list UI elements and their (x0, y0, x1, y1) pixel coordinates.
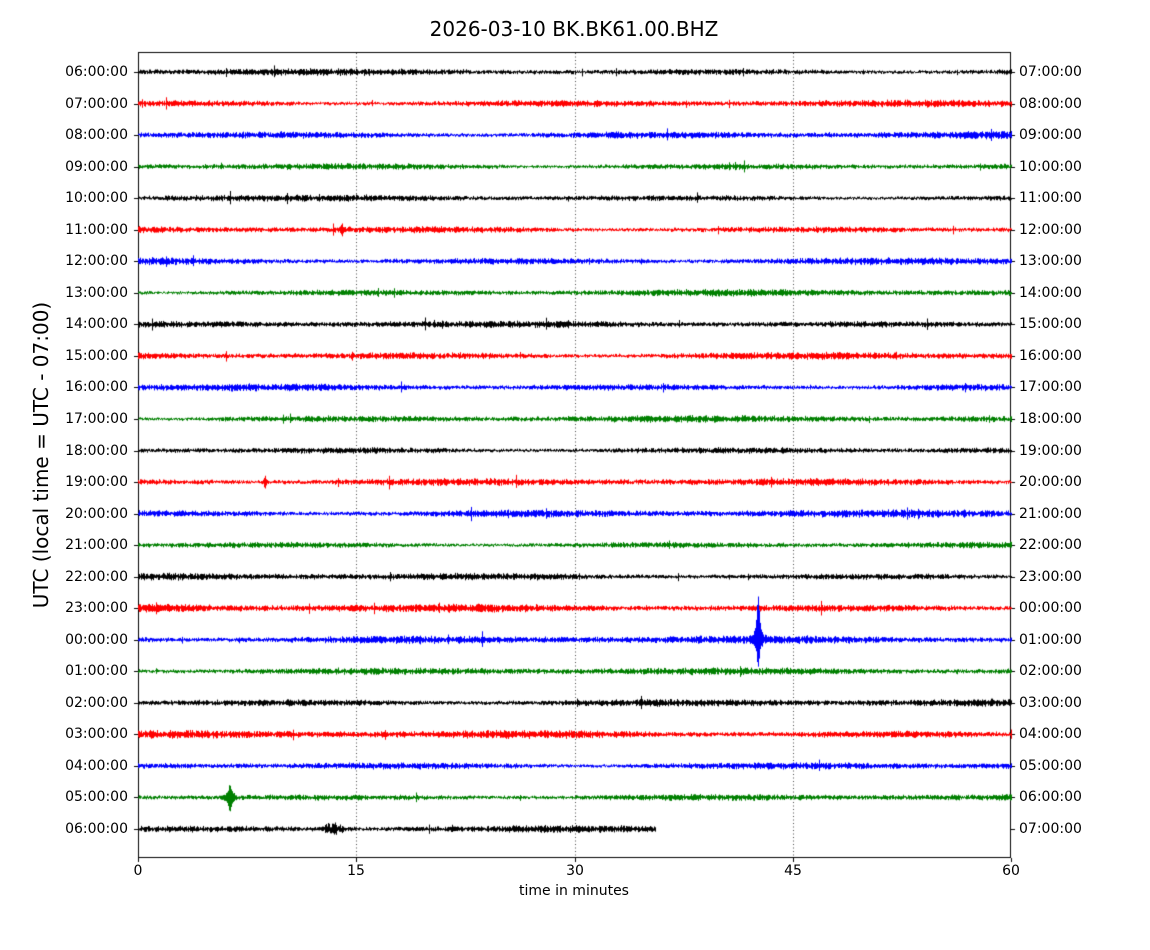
x-tick-label: 60 (1002, 863, 1020, 879)
left-time-label: 16:00:00 (65, 379, 128, 395)
left-time-label: 11:00:00 (65, 222, 128, 238)
left-time-label: 02:00:00 (65, 695, 128, 711)
left-time-label: 08:00:00 (65, 127, 128, 143)
left-time-label: 18:00:00 (65, 443, 128, 459)
right-time-label: 01:00:00 (1019, 632, 1082, 648)
right-time-label: 18:00:00 (1019, 411, 1082, 427)
left-time-label: 03:00:00 (65, 726, 128, 742)
right-time-label: 16:00:00 (1019, 348, 1082, 364)
right-time-label: 05:00:00 (1019, 758, 1082, 774)
right-time-label: 19:00:00 (1019, 443, 1082, 459)
right-time-label: 07:00:00 (1019, 821, 1082, 837)
left-time-label: 09:00:00 (65, 159, 128, 175)
left-time-label: 19:00:00 (65, 474, 128, 490)
left-time-label: 07:00:00 (65, 96, 128, 112)
right-time-label: 08:00:00 (1019, 96, 1082, 112)
right-time-label: 02:00:00 (1019, 663, 1082, 679)
left-time-label: 06:00:00 (65, 821, 128, 837)
left-time-label: 04:00:00 (65, 758, 128, 774)
right-time-label: 15:00:00 (1019, 316, 1082, 332)
left-time-label: 22:00:00 (65, 569, 128, 585)
x-tick-label: 0 (133, 863, 143, 879)
right-time-label: 07:00:00 (1019, 64, 1082, 80)
right-time-label: 11:00:00 (1019, 190, 1082, 206)
right-time-label: 09:00:00 (1019, 127, 1082, 143)
left-time-label: 06:00:00 (65, 64, 128, 80)
left-time-label: 10:00:00 (65, 190, 128, 206)
left-time-label: 21:00:00 (65, 537, 128, 553)
left-time-label: 23:00:00 (65, 600, 128, 616)
left-time-label: 14:00:00 (65, 316, 128, 332)
x-tick-label: 15 (347, 863, 365, 879)
left-time-label: 05:00:00 (65, 789, 128, 805)
right-time-label: 14:00:00 (1019, 285, 1082, 301)
right-time-label: 00:00:00 (1019, 600, 1082, 616)
right-time-label: 03:00:00 (1019, 695, 1082, 711)
left-time-label: 13:00:00 (65, 285, 128, 301)
right-time-label: 13:00:00 (1019, 253, 1082, 269)
right-time-label: 12:00:00 (1019, 222, 1082, 238)
left-time-label: 00:00:00 (65, 632, 128, 648)
left-time-label: 15:00:00 (65, 348, 128, 364)
right-time-label: 17:00:00 (1019, 379, 1082, 395)
x-tick-label: 45 (784, 863, 802, 879)
right-time-label: 04:00:00 (1019, 726, 1082, 742)
right-time-label: 20:00:00 (1019, 474, 1082, 490)
left-time-label: 20:00:00 (65, 506, 128, 522)
left-time-label: 17:00:00 (65, 411, 128, 427)
right-time-label: 10:00:00 (1019, 159, 1082, 175)
right-time-label: 06:00:00 (1019, 789, 1082, 805)
right-time-label: 21:00:00 (1019, 506, 1082, 522)
left-time-label: 01:00:00 (65, 663, 128, 679)
x-tick-label: 30 (566, 863, 584, 879)
x-axis-label: time in minutes (519, 883, 629, 899)
left-time-label: 12:00:00 (65, 253, 128, 269)
right-time-label: 22:00:00 (1019, 537, 1082, 553)
right-time-label: 23:00:00 (1019, 569, 1082, 585)
